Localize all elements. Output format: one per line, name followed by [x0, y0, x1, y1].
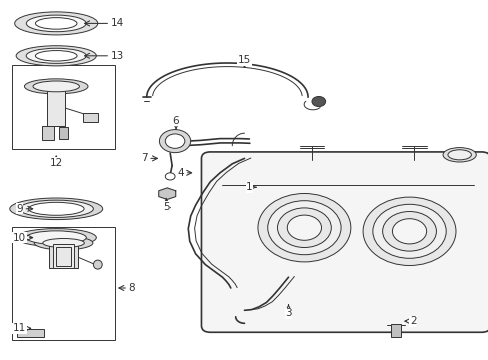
Text: 3: 3: [285, 305, 291, 318]
Circle shape: [311, 96, 325, 107]
Circle shape: [165, 134, 184, 148]
Text: 14: 14: [84, 18, 124, 28]
Text: 7: 7: [141, 153, 157, 163]
Text: 6: 6: [172, 116, 179, 129]
Ellipse shape: [15, 12, 98, 35]
Ellipse shape: [33, 81, 80, 92]
Text: 4: 4: [177, 168, 191, 178]
Text: 1: 1: [245, 182, 256, 192]
Circle shape: [267, 201, 341, 255]
Text: 9: 9: [16, 204, 33, 214]
Text: 8: 8: [119, 283, 135, 293]
Bar: [53, 244, 74, 268]
Text: 11: 11: [13, 323, 31, 333]
Bar: [12, 65, 115, 149]
Ellipse shape: [10, 198, 102, 220]
Bar: [49, 243, 78, 268]
Circle shape: [287, 215, 321, 240]
Circle shape: [277, 208, 331, 248]
Ellipse shape: [26, 15, 86, 32]
Text: 5: 5: [163, 199, 169, 212]
Bar: [41, 126, 54, 140]
Bar: [390, 324, 400, 337]
Ellipse shape: [28, 202, 84, 215]
Text: 2: 2: [404, 316, 416, 326]
Text: 12: 12: [49, 156, 63, 168]
FancyBboxPatch shape: [201, 152, 488, 332]
Ellipse shape: [24, 79, 88, 94]
Ellipse shape: [36, 18, 77, 29]
Circle shape: [159, 130, 190, 153]
Ellipse shape: [26, 48, 86, 63]
Ellipse shape: [16, 46, 96, 66]
Bar: [17, 329, 44, 337]
Circle shape: [258, 194, 350, 262]
Bar: [47, 88, 65, 126]
Ellipse shape: [26, 231, 86, 244]
Ellipse shape: [93, 260, 102, 269]
Ellipse shape: [43, 238, 84, 248]
Bar: [59, 127, 68, 139]
Ellipse shape: [34, 236, 93, 250]
Ellipse shape: [35, 50, 77, 61]
Circle shape: [372, 204, 446, 258]
Ellipse shape: [19, 200, 93, 217]
Text: 10: 10: [13, 233, 33, 243]
Ellipse shape: [442, 148, 475, 162]
Circle shape: [382, 211, 435, 251]
Circle shape: [165, 173, 175, 180]
Circle shape: [391, 219, 426, 244]
Polygon shape: [159, 188, 175, 199]
Text: 15: 15: [237, 55, 251, 67]
Ellipse shape: [447, 150, 470, 160]
Ellipse shape: [16, 229, 96, 247]
Bar: [12, 227, 115, 340]
Bar: [83, 113, 98, 122]
Circle shape: [362, 197, 455, 265]
Bar: [56, 247, 71, 266]
Text: 13: 13: [84, 51, 124, 61]
